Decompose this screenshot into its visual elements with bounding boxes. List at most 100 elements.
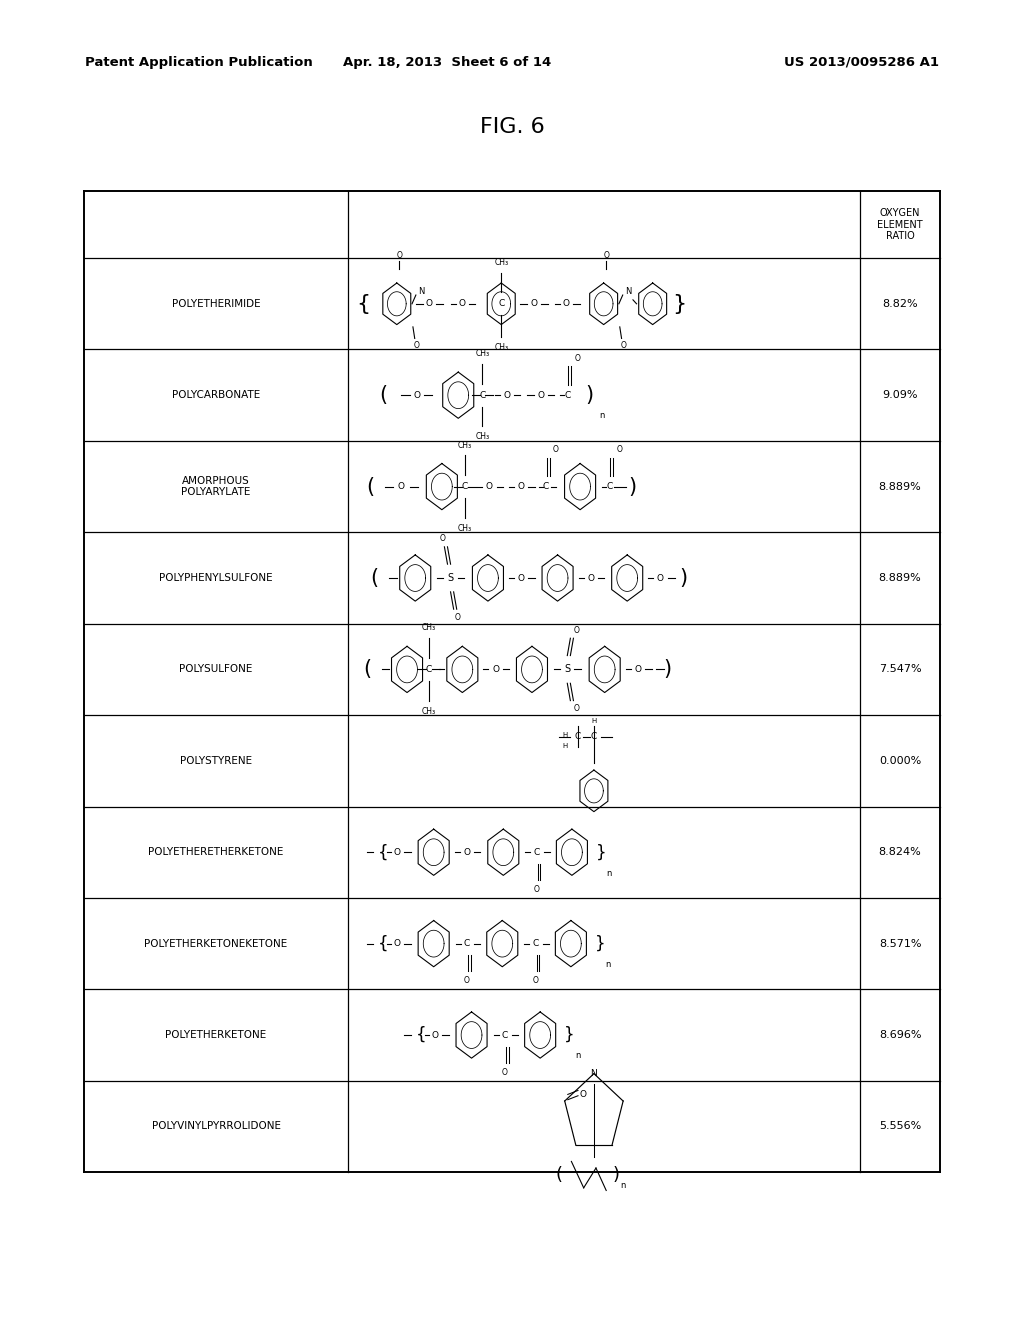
Text: O: O: [504, 391, 510, 400]
Text: POLYSULFONE: POLYSULFONE: [179, 664, 253, 675]
Text: n: n: [620, 1180, 626, 1189]
Text: 7.547%: 7.547%: [879, 664, 922, 675]
Text: H: H: [591, 718, 597, 723]
Text: 8.889%: 8.889%: [879, 573, 922, 583]
Text: S: S: [564, 664, 570, 675]
Text: POLYETHERKETONEKETONE: POLYETHERKETONEKETONE: [144, 939, 288, 949]
Text: C: C: [532, 939, 539, 948]
Text: CH₃: CH₃: [495, 343, 508, 352]
Text: O: O: [486, 482, 493, 491]
Text: O: O: [394, 847, 400, 857]
Text: N: N: [591, 1069, 597, 1078]
Text: O: O: [621, 341, 627, 350]
Text: O: O: [534, 884, 540, 894]
Text: CH₃: CH₃: [422, 623, 436, 632]
Text: {: {: [356, 294, 371, 314]
Text: O: O: [588, 573, 594, 582]
Text: N: N: [625, 286, 631, 296]
Text: 0.000%: 0.000%: [879, 756, 922, 766]
Text: C: C: [574, 733, 581, 741]
Text: O: O: [439, 535, 445, 544]
Text: O: O: [414, 341, 420, 350]
Text: (: (: [367, 477, 375, 496]
Text: (: (: [555, 1166, 562, 1184]
Text: CH₃: CH₃: [475, 348, 489, 358]
Text: C: C: [498, 300, 505, 309]
Text: O: O: [580, 1090, 587, 1100]
Text: O: O: [394, 939, 400, 948]
Text: O: O: [518, 482, 524, 491]
Text: C: C: [564, 391, 570, 400]
Text: O: O: [603, 251, 609, 260]
Text: O: O: [657, 573, 664, 582]
Text: 8.889%: 8.889%: [879, 482, 922, 491]
Text: O: O: [553, 445, 559, 454]
Text: CH₃: CH₃: [422, 706, 436, 715]
Text: O: O: [538, 391, 544, 400]
Text: Patent Application Publication: Patent Application Publication: [85, 55, 312, 69]
Text: C: C: [534, 847, 540, 857]
Text: US 2013/0095286 A1: US 2013/0095286 A1: [784, 55, 939, 69]
Text: {: {: [378, 935, 388, 953]
Text: O: O: [502, 1068, 508, 1077]
Text: }: }: [673, 294, 686, 314]
Text: n: n: [606, 869, 612, 878]
Text: C: C: [606, 482, 612, 491]
Text: POLYETHERETHERKETONE: POLYETHERETHERKETONE: [148, 847, 284, 857]
Text: CH₃: CH₃: [495, 257, 508, 267]
Text: ): ): [586, 385, 594, 405]
Text: O: O: [398, 482, 404, 491]
Text: POLYVINYLPYRROLIDONE: POLYVINYLPYRROLIDONE: [152, 1122, 281, 1131]
Text: CH₃: CH₃: [458, 441, 472, 450]
Text: C: C: [502, 1031, 508, 1040]
Text: POLYPHENYLSULFONE: POLYPHENYLSULFONE: [160, 573, 272, 583]
Text: POLYETHERIMIDE: POLYETHERIMIDE: [172, 298, 260, 309]
Text: }: }: [564, 1026, 574, 1044]
Text: n: n: [599, 412, 605, 421]
Text: O: O: [518, 573, 524, 582]
Text: N: N: [418, 286, 424, 296]
Text: AMORPHOUS
POLYARYLATE: AMORPHOUS POLYARYLATE: [181, 475, 251, 498]
Text: O: O: [493, 665, 499, 675]
Text: C: C: [464, 939, 470, 948]
Text: O: O: [464, 975, 470, 985]
Text: }: }: [596, 843, 606, 861]
Text: 8.696%: 8.696%: [879, 1030, 922, 1040]
Text: (: (: [364, 660, 372, 680]
Text: ): ): [679, 568, 687, 587]
Text: 5.556%: 5.556%: [879, 1122, 922, 1131]
Text: C: C: [591, 733, 597, 741]
Text: 8.82%: 8.82%: [883, 298, 918, 309]
Text: OXYGEN
ELEMENT
RATIO: OXYGEN ELEMENT RATIO: [878, 209, 923, 242]
Text: C: C: [543, 482, 549, 491]
Text: n: n: [605, 960, 611, 969]
Text: CH₃: CH₃: [458, 524, 472, 533]
Text: O: O: [432, 1031, 438, 1040]
Text: O: O: [530, 300, 537, 309]
Text: 8.571%: 8.571%: [879, 939, 922, 949]
Text: O: O: [616, 445, 623, 454]
Text: POLYCARBONATE: POLYCARBONATE: [172, 391, 260, 400]
Text: O: O: [573, 626, 580, 635]
Text: O: O: [414, 391, 420, 400]
Text: H: H: [562, 743, 568, 748]
Text: (: (: [371, 568, 379, 587]
Text: 8.824%: 8.824%: [879, 847, 922, 857]
Text: n: n: [574, 1051, 581, 1060]
Text: POLYETHERKETONE: POLYETHERKETONE: [166, 1030, 266, 1040]
Text: ): ): [664, 660, 672, 680]
Text: O: O: [426, 300, 432, 309]
Text: Apr. 18, 2013  Sheet 6 of 14: Apr. 18, 2013 Sheet 6 of 14: [343, 55, 552, 69]
Text: {: {: [378, 843, 388, 861]
Text: C: C: [462, 482, 468, 491]
Text: }: }: [595, 935, 605, 953]
Text: O: O: [563, 300, 569, 309]
Text: O: O: [396, 251, 402, 260]
Text: ): ): [629, 477, 637, 496]
Text: C: C: [479, 391, 485, 400]
Text: (: (: [379, 385, 387, 405]
Text: ): ): [612, 1166, 620, 1184]
Text: S: S: [447, 573, 454, 583]
Text: 9.09%: 9.09%: [883, 391, 918, 400]
Text: O: O: [573, 704, 580, 713]
